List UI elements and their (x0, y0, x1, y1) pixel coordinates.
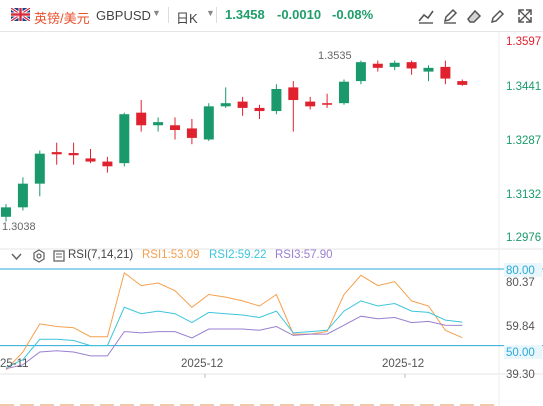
candle-body (102, 161, 113, 167)
toolbar: 英镑/美元 GBPUSD ▼ 日K ▼ 1.3458 -0.0010 -0.08… (0, 0, 543, 32)
candlestick-series (1, 60, 468, 222)
uk-flag-icon (11, 8, 30, 21)
indicator-box-icon[interactable] (53, 250, 65, 262)
date-axis-label: 2025-12 (382, 358, 424, 370)
candle-body (119, 114, 130, 164)
fullscreen-icon[interactable] (515, 6, 535, 26)
candle-body (389, 62, 400, 67)
edit-icon[interactable] (488, 6, 508, 26)
price-chart[interactable]: 1.3597 1.3441 1.3287 1.3132 1.2976 1.353… (0, 32, 543, 406)
rsi-axis-label: 59.84 (506, 321, 535, 333)
candle-body (440, 66, 451, 79)
rsi-axis-badge (504, 263, 542, 277)
candle-body (186, 128, 197, 138)
candle-body (136, 112, 147, 126)
rsi1-value: RSI1:53.09 (142, 249, 200, 261)
candle-body (322, 103, 333, 105)
candle-body (1, 207, 11, 217)
rsi-axis-label: 39.30 (506, 369, 535, 381)
symbol-code[interactable]: GBPUSD (96, 8, 151, 23)
candle-body (457, 81, 468, 85)
divider (216, 7, 217, 23)
rsi2-value: RSI2:59.22 (209, 249, 267, 261)
candle-body (355, 62, 366, 82)
price-axis-label: 1.3441 (506, 81, 541, 93)
symbol-dropdown-icon[interactable]: ▼ (152, 8, 161, 18)
date-axis-label: 25-11 (0, 358, 29, 370)
candle-body (68, 153, 79, 156)
rsi-title: RSI(7,14,21) (68, 249, 134, 261)
price-axis-label: 1.3287 (506, 135, 541, 147)
price-change: -0.0010 (277, 7, 322, 22)
candle-body (254, 107, 265, 112)
date-axis-label: 2025-12 (181, 358, 223, 370)
price-axis-label: 1.2976 (506, 232, 541, 244)
candle-body (153, 122, 164, 126)
candle-body (406, 62, 417, 69)
high-price-annotation: 1.3535 (318, 50, 352, 62)
price-axis-label: 1.3597 (506, 36, 541, 48)
rsi-axis-badge (504, 345, 542, 359)
rsi-axis-label: 50.00 (506, 347, 535, 359)
rsi3-value: RSI3:57.90 (275, 249, 333, 261)
last-price: 1.3458 (225, 7, 265, 22)
interval-dropdown-icon[interactable]: ▼ (206, 8, 215, 18)
collapse-arrow-icon[interactable] (10, 250, 23, 263)
rsi-line-rsi3 (5, 315, 463, 370)
candle-body (34, 153, 45, 184)
rsi-line-rsi2 (5, 300, 463, 368)
candle-body (203, 106, 214, 140)
candle-body (51, 152, 62, 155)
eraser-icon[interactable] (464, 6, 484, 26)
candle-body (423, 67, 434, 72)
rsi-axis-label: 80.00 (506, 265, 535, 277)
candle-body (372, 63, 383, 68)
price-axis-label: 1.3132 (506, 189, 541, 201)
rsi-line-rsi1 (5, 271, 463, 371)
candle-body (288, 87, 299, 101)
candle-body (17, 183, 28, 208)
symbol-name[interactable]: 英镑/美元 (34, 11, 90, 26)
candle-body (237, 101, 248, 108)
candle-body (305, 101, 316, 107)
candle-body (170, 125, 180, 131)
low-price-annotation: 1.3038 (2, 221, 36, 233)
interval-selector[interactable]: 日K (176, 11, 198, 26)
draw-pen-icon[interactable] (440, 6, 460, 26)
rsi-axis-label: 80.37 (506, 277, 535, 289)
divider (168, 7, 169, 23)
candle-body (85, 158, 96, 162)
price-change-pct: -0.08% (332, 7, 374, 22)
settings-gear-icon[interactable] (32, 249, 46, 263)
candle-body (271, 88, 282, 112)
rsi-series (5, 271, 463, 371)
candle-body (220, 103, 231, 107)
chart-type-icon[interactable] (416, 6, 436, 26)
candle-body (339, 81, 349, 104)
